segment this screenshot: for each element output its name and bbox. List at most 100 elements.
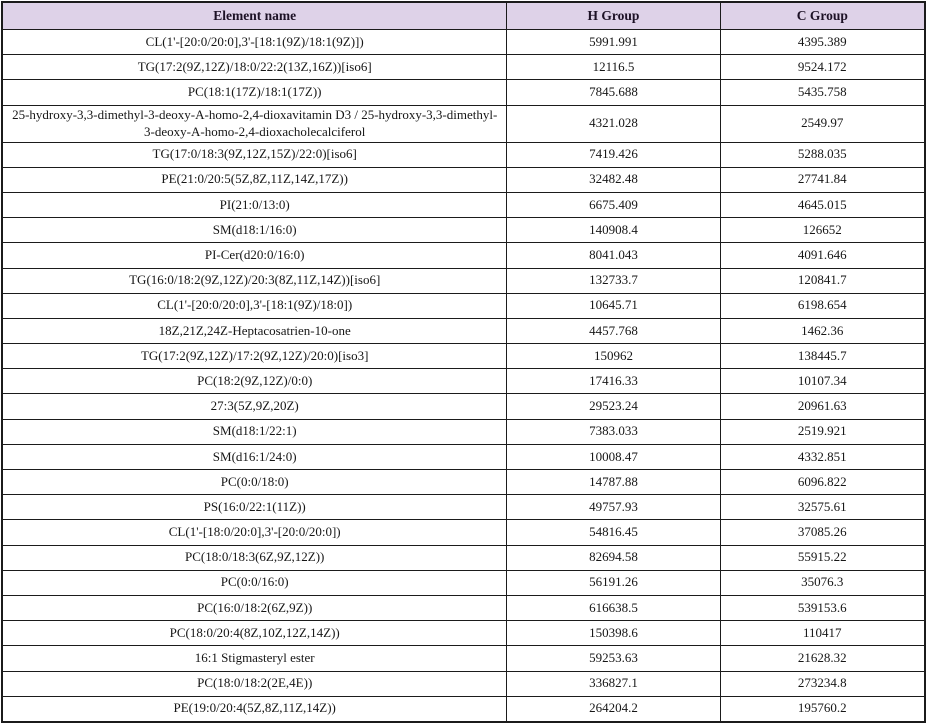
table-row: PI-Cer(d20:0/16:0) 8041.043 4091.646 xyxy=(1,242,926,269)
element-name-cell: SM(d16:1/24:0) xyxy=(1,443,508,471)
h-group-cell: 4321.028 xyxy=(506,104,721,143)
table-row: PS(16:0/22:1(11Z)) 49757.93 32575.61 xyxy=(1,494,926,521)
element-name-cell: 27:3(5Z,9Z,20Z) xyxy=(1,393,508,420)
element-name-cell: CL(1'-[18:0/20:0],3'-[20:0/20:0]) xyxy=(1,519,508,546)
h-group-cell: 10008.47 xyxy=(506,443,721,471)
h-group-cell: 150962 xyxy=(506,343,721,370)
h-group-cell: 616638.5 xyxy=(506,594,721,622)
h-group-cell: 54816.45 xyxy=(506,519,721,546)
h-group-cell: 336827.1 xyxy=(506,670,721,697)
h-group-cell: 12116.5 xyxy=(506,54,721,81)
element-name-cell: PC(18:0/18:2(2E,4E)) xyxy=(1,670,508,697)
element-name-cell: PE(19:0/20:4(5Z,8Z,11Z,14Z)) xyxy=(1,695,508,723)
c-group-cell: 5435.758 xyxy=(719,79,926,106)
c-group-cell: 9524.172 xyxy=(719,54,926,81)
c-group-cell: 110417 xyxy=(719,620,926,647)
h-group-cell: 264204.2 xyxy=(506,695,721,723)
table-row: TG(16:0/18:2(9Z,12Z)/20:3(8Z,11Z,14Z))[i… xyxy=(1,267,926,294)
column-header-h-group: H Group xyxy=(506,1,721,30)
table-row: PI(21:0/13:0) 6675.409 4645.015 xyxy=(1,191,926,219)
c-group-cell: 35076.3 xyxy=(719,569,926,596)
c-group-cell: 539153.6 xyxy=(719,594,926,622)
c-group-cell: 2519.921 xyxy=(719,418,926,445)
element-name-cell: PS(16:0/22:1(11Z)) xyxy=(1,494,508,521)
element-name-cell: SM(d18:1/16:0) xyxy=(1,217,508,244)
table-row: TG(17:2(9Z,12Z)/17:2(9Z,12Z)/20:0)[iso3]… xyxy=(1,343,926,370)
table-row: 18Z,21Z,24Z-Heptacosatrien-10-one 4457.76… xyxy=(1,317,926,345)
h-group-cell: 17416.33 xyxy=(506,368,721,395)
table-row: PC(18:0/18:2(2E,4E)) 336827.1 273234.8 xyxy=(1,670,926,697)
element-name-cell: CL(1'-[20:0/20:0],3'-[18:1(9Z)/18:1(9Z)]… xyxy=(1,28,508,56)
c-group-cell: 4091.646 xyxy=(719,242,926,269)
h-group-cell: 8041.043 xyxy=(506,242,721,269)
c-group-cell: 6198.654 xyxy=(719,292,926,319)
element-name-cell: TG(17:0/18:3(9Z,12Z,15Z)/22:0)[iso6] xyxy=(1,141,508,168)
column-header-c-group: C Group xyxy=(719,1,926,30)
element-name-cell: SM(d18:1/22:1) xyxy=(1,418,508,445)
element-name-cell: TG(17:2(9Z,12Z)/18:0/22:2(13Z,16Z))[iso6… xyxy=(1,54,508,81)
table-row: PC(18:2(9Z,12Z)/0:0) 17416.33 10107.34 xyxy=(1,368,926,395)
h-group-cell: 140908.4 xyxy=(506,217,721,244)
h-group-cell: 7845.688 xyxy=(506,79,721,106)
h-group-cell: 14787.88 xyxy=(506,469,721,496)
table-row: PC(0:0/18:0) 14787.88 6096.822 xyxy=(1,469,926,496)
c-group-cell: 5288.035 xyxy=(719,141,926,168)
table-row: CL(1'-[18:0/20:0],3'-[20:0/20:0]) 54816.4… xyxy=(1,519,926,546)
table-row: 25-hydroxy-3,3-dimethyl-3-deoxy-A-homo-2… xyxy=(1,104,926,143)
table-row: TG(17:0/18:3(9Z,12Z,15Z)/22:0)[iso6] 7419… xyxy=(1,141,926,168)
table-row: PE(19:0/20:4(5Z,8Z,11Z,14Z)) 264204.2 1957… xyxy=(1,695,926,723)
h-group-cell: 56191.26 xyxy=(506,569,721,596)
element-name-cell: PC(18:0/18:3(6Z,9Z,12Z)) xyxy=(1,544,508,571)
h-group-cell: 6675.409 xyxy=(506,191,721,219)
h-group-cell: 5991.991 xyxy=(506,28,721,56)
element-name-cell: CL(1'-[20:0/20:0],3'-[18:1(9Z)/18:0]) xyxy=(1,292,508,319)
c-group-cell: 20961.63 xyxy=(719,393,926,420)
c-group-cell: 21628.32 xyxy=(719,645,926,672)
table-row: 27:3(5Z,9Z,20Z) 29523.24 20961.63 xyxy=(1,393,926,420)
c-group-cell: 138445.7 xyxy=(719,343,926,370)
c-group-cell: 2549.97 xyxy=(719,104,926,143)
table-row: SM(d18:1/16:0) 140908.4 126652 xyxy=(1,217,926,244)
h-group-cell: 59253.63 xyxy=(506,645,721,672)
c-group-cell: 4332.851 xyxy=(719,443,926,471)
c-group-cell: 37085.26 xyxy=(719,519,926,546)
h-group-cell: 49757.93 xyxy=(506,494,721,521)
c-group-cell: 126652 xyxy=(719,217,926,244)
table-row: PC(18:0/20:4(8Z,10Z,12Z,14Z)) 150398.6 110… xyxy=(1,620,926,647)
table-row: TG(17:2(9Z,12Z)/18:0/22:2(13Z,16Z))[iso6… xyxy=(1,54,926,81)
c-group-cell: 10107.34 xyxy=(719,368,926,395)
table-row: PC(18:1(17Z)/18:1(17Z)) 7845.688 5435.758 xyxy=(1,79,926,106)
h-group-cell: 150398.6 xyxy=(506,620,721,647)
table-row: 16:1 Stigmasteryl ester 59253.63 21628.32 xyxy=(1,645,926,672)
c-group-cell: 4645.015 xyxy=(719,191,926,219)
element-name-cell: 18Z,21Z,24Z-Heptacosatrien-10-one xyxy=(1,317,508,345)
element-name-cell: 16:1 Stigmasteryl ester xyxy=(1,645,508,672)
h-group-cell: 7419.426 xyxy=(506,141,721,168)
table-row: SM(d18:1/22:1) 7383.033 2519.921 xyxy=(1,418,926,445)
h-group-cell: 82694.58 xyxy=(506,544,721,571)
element-name-cell: TG(17:2(9Z,12Z)/17:2(9Z,12Z)/20:0)[iso3] xyxy=(1,343,508,370)
c-group-cell: 27741.84 xyxy=(719,166,926,193)
table-row: PC(16:0/18:2(6Z,9Z)) 616638.5 539153.6 xyxy=(1,594,926,622)
h-group-cell: 4457.768 xyxy=(506,317,721,345)
element-name-cell: TG(16:0/18:2(9Z,12Z)/20:3(8Z,11Z,14Z))[i… xyxy=(1,267,508,294)
element-name-cell: PC(0:0/16:0) xyxy=(1,569,508,596)
element-name-cell: PE(21:0/20:5(5Z,8Z,11Z,14Z,17Z)) xyxy=(1,166,508,193)
c-group-cell: 120841.7 xyxy=(719,267,926,294)
table-row: CL(1'-[20:0/20:0],3'-[18:1(9Z)/18:0]) 106… xyxy=(1,292,926,319)
element-name-cell: PI-Cer(d20:0/16:0) xyxy=(1,242,508,269)
c-group-cell: 6096.822 xyxy=(719,469,926,496)
table-header: Element name H Group C Group xyxy=(1,1,926,30)
table-row: PC(18:0/18:3(6Z,9Z,12Z)) 82694.58 55915.22 xyxy=(1,544,926,571)
table-row: PE(21:0/20:5(5Z,8Z,11Z,14Z,17Z)) 32482.48… xyxy=(1,166,926,193)
c-group-cell: 4395.389 xyxy=(719,28,926,56)
element-name-cell: PI(21:0/13:0) xyxy=(1,191,508,219)
table-row: CL(1'-[20:0/20:0],3'-[18:1(9Z)/18:1(9Z)]… xyxy=(1,28,926,56)
h-group-cell: 10645.71 xyxy=(506,292,721,319)
element-name-cell: PC(0:0/18:0) xyxy=(1,469,508,496)
c-group-cell: 273234.8 xyxy=(719,670,926,697)
header-row: Element name H Group C Group xyxy=(1,1,926,30)
h-group-cell: 29523.24 xyxy=(506,393,721,420)
table-row: SM(d16:1/24:0) 10008.47 4332.851 xyxy=(1,443,926,471)
